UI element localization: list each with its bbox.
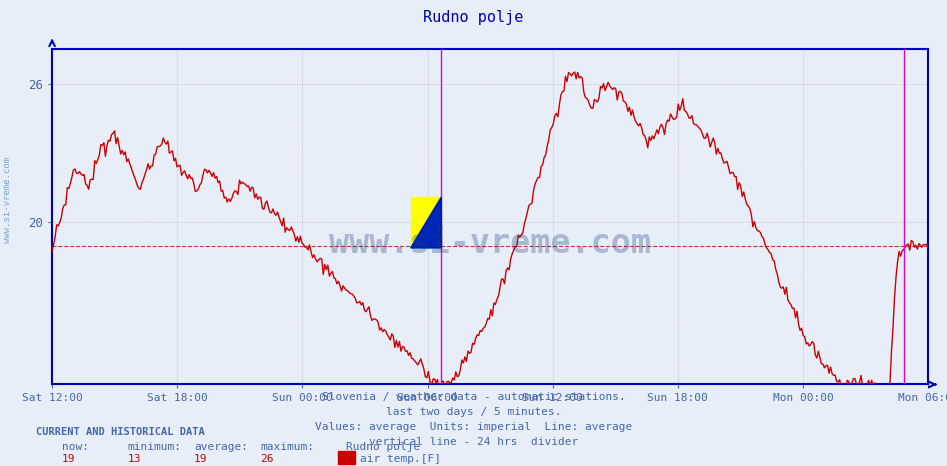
Text: last two days / 5 minutes.: last two days / 5 minutes.: [385, 407, 562, 417]
Text: Rudno polje: Rudno polje: [346, 442, 420, 452]
Text: 26: 26: [260, 454, 274, 464]
Text: vertical line - 24 hrs  divider: vertical line - 24 hrs divider: [369, 437, 578, 447]
Text: www.si-vreme.com: www.si-vreme.com: [3, 158, 12, 243]
Text: Values: average  Units: imperial  Line: average: Values: average Units: imperial Line: av…: [314, 422, 633, 432]
Polygon shape: [411, 197, 441, 248]
Text: Rudno polje: Rudno polje: [423, 10, 524, 25]
Text: maximum:: maximum:: [260, 442, 314, 452]
Text: 13: 13: [128, 454, 141, 464]
Text: air temp.[F]: air temp.[F]: [360, 454, 441, 464]
Text: minimum:: minimum:: [128, 442, 182, 452]
Text: average:: average:: [194, 442, 248, 452]
Text: CURRENT AND HISTORICAL DATA: CURRENT AND HISTORICAL DATA: [36, 427, 205, 438]
Text: 19: 19: [62, 454, 75, 464]
Text: www.si-vreme.com: www.si-vreme.com: [329, 227, 652, 260]
Polygon shape: [411, 197, 441, 248]
Polygon shape: [411, 197, 441, 248]
Text: Slovenia / weather data - automatic stations.: Slovenia / weather data - automatic stat…: [322, 392, 625, 402]
Text: now:: now:: [62, 442, 89, 452]
Text: 19: 19: [194, 454, 207, 464]
